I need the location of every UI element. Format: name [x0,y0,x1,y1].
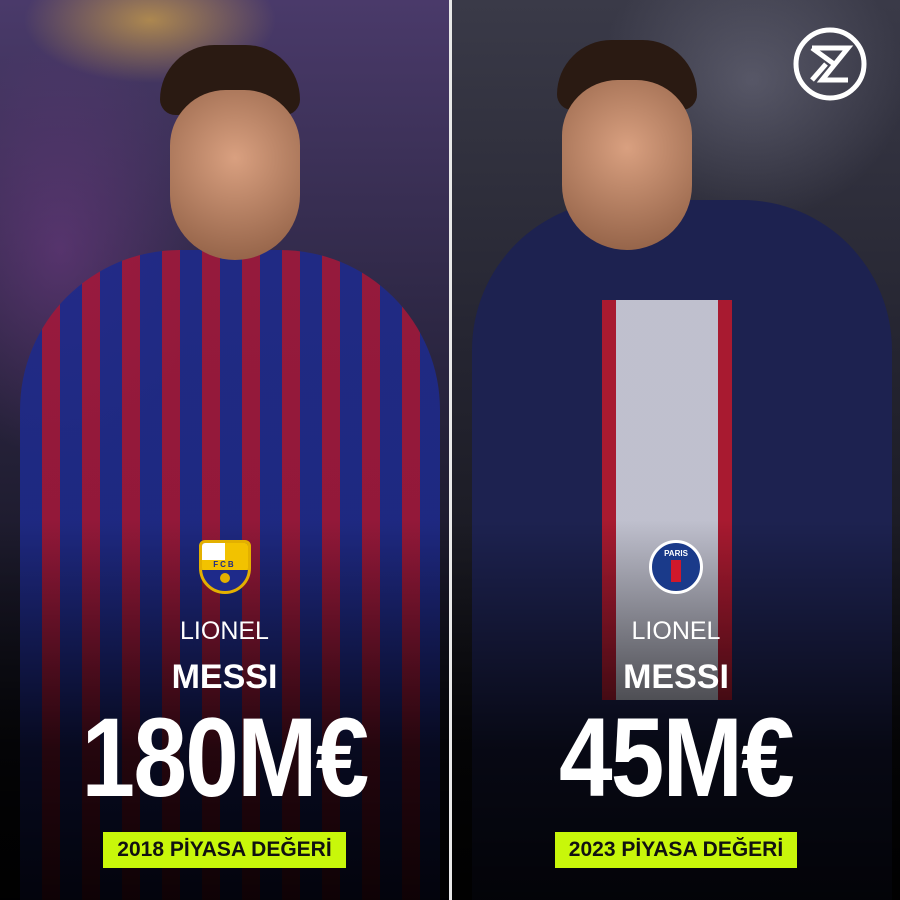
divider [449,0,452,900]
crest-top [201,543,248,560]
crest-ball-icon [219,573,230,583]
crest-text: FCB [201,560,248,570]
hourglass-z-logo-icon [793,27,867,101]
first-name: LIONEL [180,617,269,645]
barcelona-crest-icon: FCB [198,540,251,594]
panel-2023: PARIS LIONEL MESSI 45M€ 2023 PİYASA DEĞE… [452,0,900,900]
panel-2018: FCB LIONEL MESSI 180M€ 2018 PİYASA DEĞER… [0,0,449,900]
eiffel-tower-icon [671,560,681,582]
first-name: LIONEL [631,617,721,645]
last-name: MESSI [623,658,729,696]
right-text-block: PARIS LIONEL MESSI 45M€ 2023 PİYASA DEĞE… [452,540,900,868]
player-head [170,90,300,260]
year-badge: 2018 PİYASA DEĞERİ [103,832,346,868]
psg-crest-icon: PARIS [649,540,703,594]
last-name: MESSI [171,658,278,696]
player-head [562,80,692,250]
market-value: 45M€ [558,695,795,820]
left-text-block: FCB LIONEL MESSI 180M€ 2018 PİYASA DEĞER… [0,540,449,868]
crest-text: PARIS [664,549,688,558]
market-value: 180M€ [81,695,370,820]
year-badge: 2023 PİYASA DEĞERİ [554,832,798,868]
